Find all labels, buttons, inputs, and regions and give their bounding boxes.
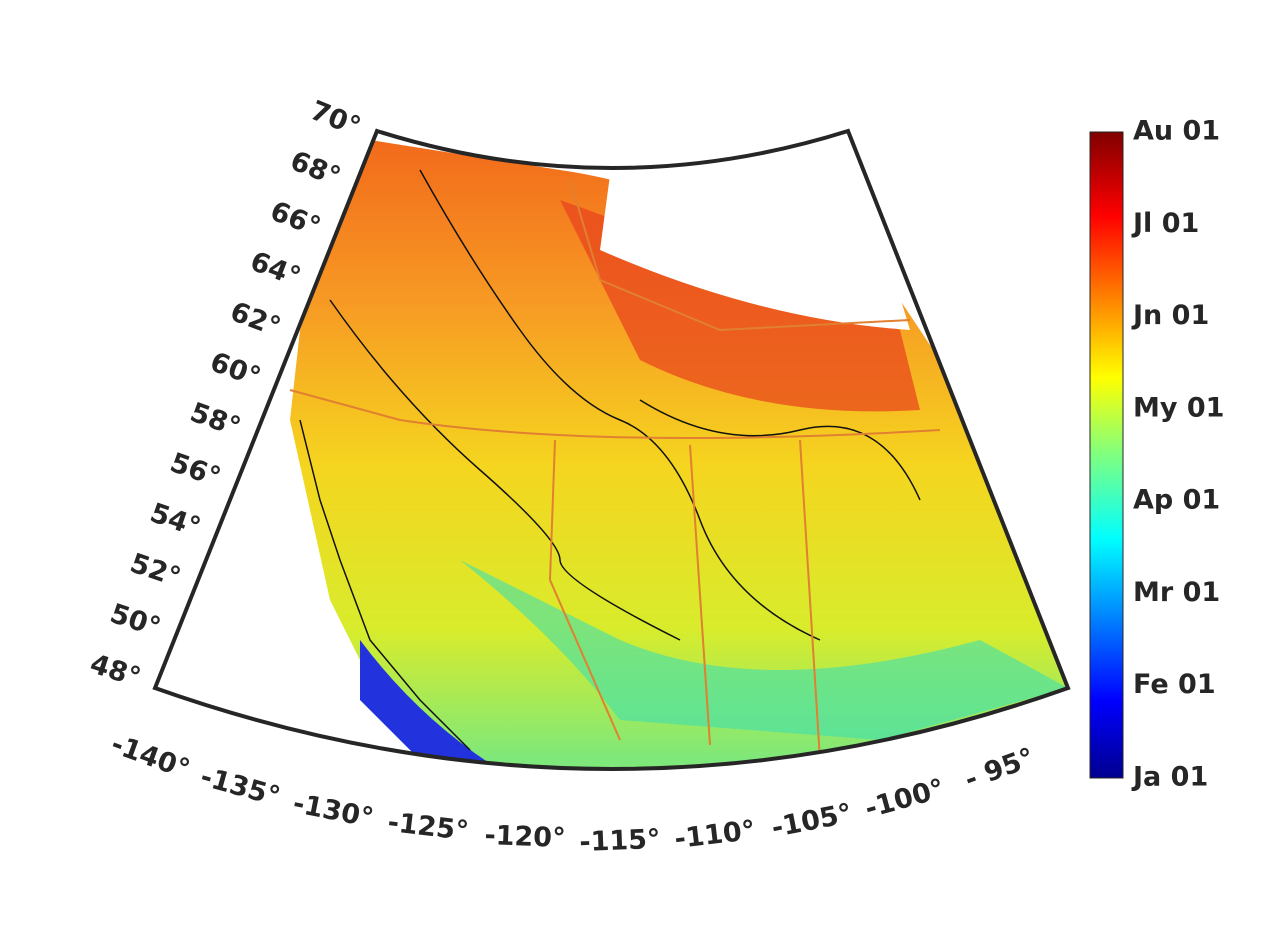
lon-label: -130° [290,788,376,834]
colorbar-label: Jl 01 [1131,208,1199,239]
lon-label: - 95° [961,742,1039,796]
lat-label: 66° [266,196,325,243]
lat-label: 70° [306,95,365,143]
colorbar [1089,131,1124,779]
lat-label: 48° [86,648,144,693]
lat-label: 64° [246,246,305,293]
south-early [460,560,1068,740]
lon-label: -100° [862,773,948,825]
lon-label: -120° [484,820,566,854]
colorbar-label: Fe 01 [1133,669,1216,700]
colorbar-label: Mr 01 [1133,577,1220,608]
tundra-blank [600,131,910,330]
lat-label: 54° [146,498,204,544]
rivers [299,169,921,751]
coast-early [360,640,500,769]
map-frame [152,128,1071,771]
lat-label: 58° [186,397,245,443]
lat-label: 62° [226,296,285,343]
lat-label: 52° [126,548,184,594]
colorbar-label: My 01 [1133,392,1224,423]
lat-label: 56° [166,447,224,493]
colorbar-label: Au 01 [1133,116,1220,147]
lat-label: 60° [206,347,265,394]
lon-label: -115° [579,824,661,858]
lon-label: -105° [769,798,855,844]
lat-label: 68° [286,145,345,193]
lon-label: -140° [107,729,194,786]
lat-label: 50° [106,598,164,644]
colorbar-label: Ap 01 [1133,485,1220,516]
colorbar-label: Jn 01 [1131,300,1209,331]
lon-label: -110° [673,815,757,855]
map-area [289,131,1068,769]
lon-label: -135° [197,761,283,813]
borders [289,179,941,761]
colorbar-label: Ja 01 [1131,762,1208,793]
lon-label: -125° [386,807,470,847]
